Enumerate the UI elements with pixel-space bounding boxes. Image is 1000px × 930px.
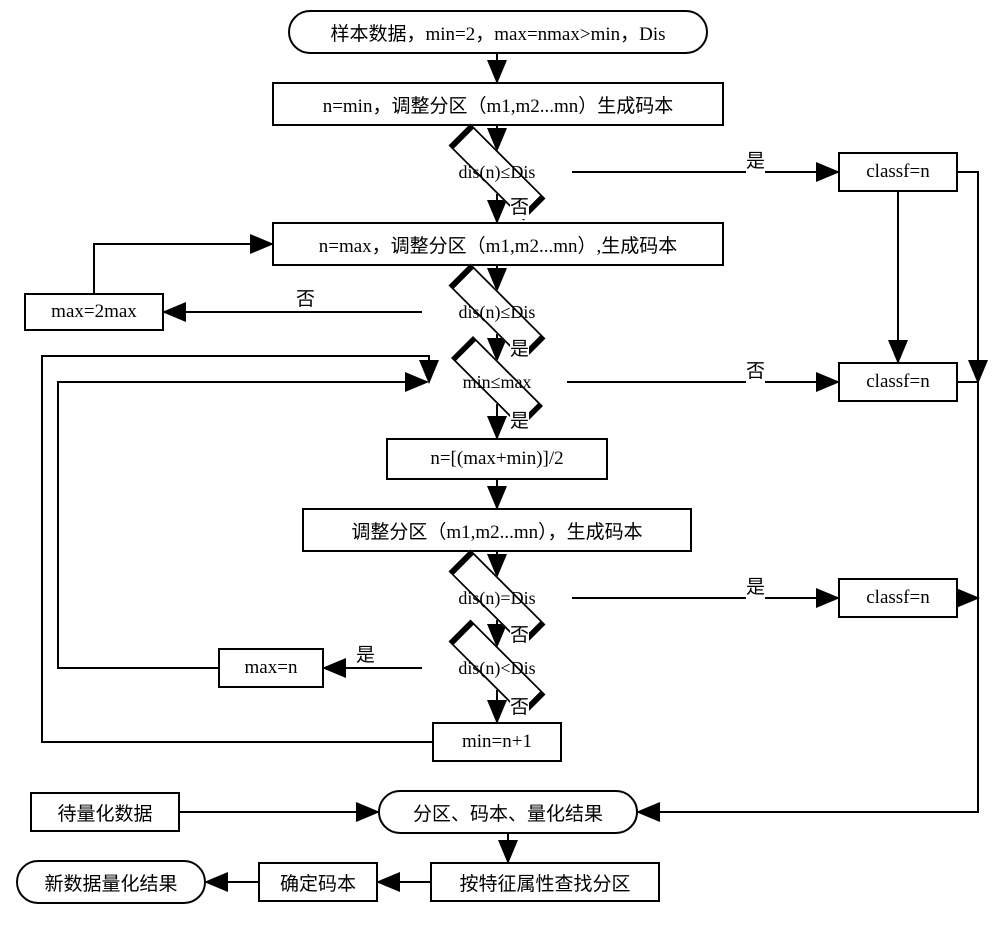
process-inputq: 待量化数据: [30, 792, 180, 832]
edge-label: 是: [746, 146, 765, 173]
process-pmin: min=n+1: [432, 722, 562, 762]
process-p1: n=min，调整分区（m1,m2...mn）生成码本: [272, 82, 724, 126]
edge-label: 否: [296, 284, 315, 311]
process-codebook: 确定码本: [258, 862, 378, 902]
process-pmax: max=2max: [24, 293, 164, 331]
process-c3: classf=n: [838, 578, 958, 618]
process-pmaxn: max=n: [218, 648, 324, 688]
terminator-newresult: 新数据量化结果: [16, 860, 206, 904]
edge-label: 否: [510, 192, 529, 219]
process-c2: classf=n: [838, 362, 958, 402]
edge-label: 是: [510, 406, 529, 433]
process-c1: classf=n: [838, 152, 958, 192]
process-p4: 调整分区（m1,m2...mn），生成码本: [302, 508, 692, 552]
edge-label: 否: [746, 356, 765, 383]
decision-label-d2: dis(n)≤Dis: [422, 290, 572, 334]
terminator-result: 分区、码本、量化结果: [378, 790, 638, 834]
decision-label-d3: min≤max: [427, 360, 567, 404]
edge-label: 是: [510, 334, 529, 361]
decision-label-d1: dis(n)≤Dis: [422, 150, 572, 194]
edge-label: 是: [746, 572, 765, 599]
edge-label: 否: [510, 620, 529, 647]
terminator-start: 样本数据，min=2，max=nmax>min，Dis: [288, 10, 708, 54]
decision-label-d5: dis(n)<Dis: [422, 646, 572, 690]
process-p2: n=max，调整分区（m1,m2...mn）,生成码本: [272, 222, 724, 266]
process-p3: n=[(max+min)]/2: [386, 438, 608, 480]
process-search: 按特征属性查找分区: [430, 862, 660, 902]
edge-label: 是: [356, 640, 375, 667]
edge-label: 否: [510, 692, 529, 719]
decision-label-d4: dis(n)=Dis: [422, 576, 572, 620]
